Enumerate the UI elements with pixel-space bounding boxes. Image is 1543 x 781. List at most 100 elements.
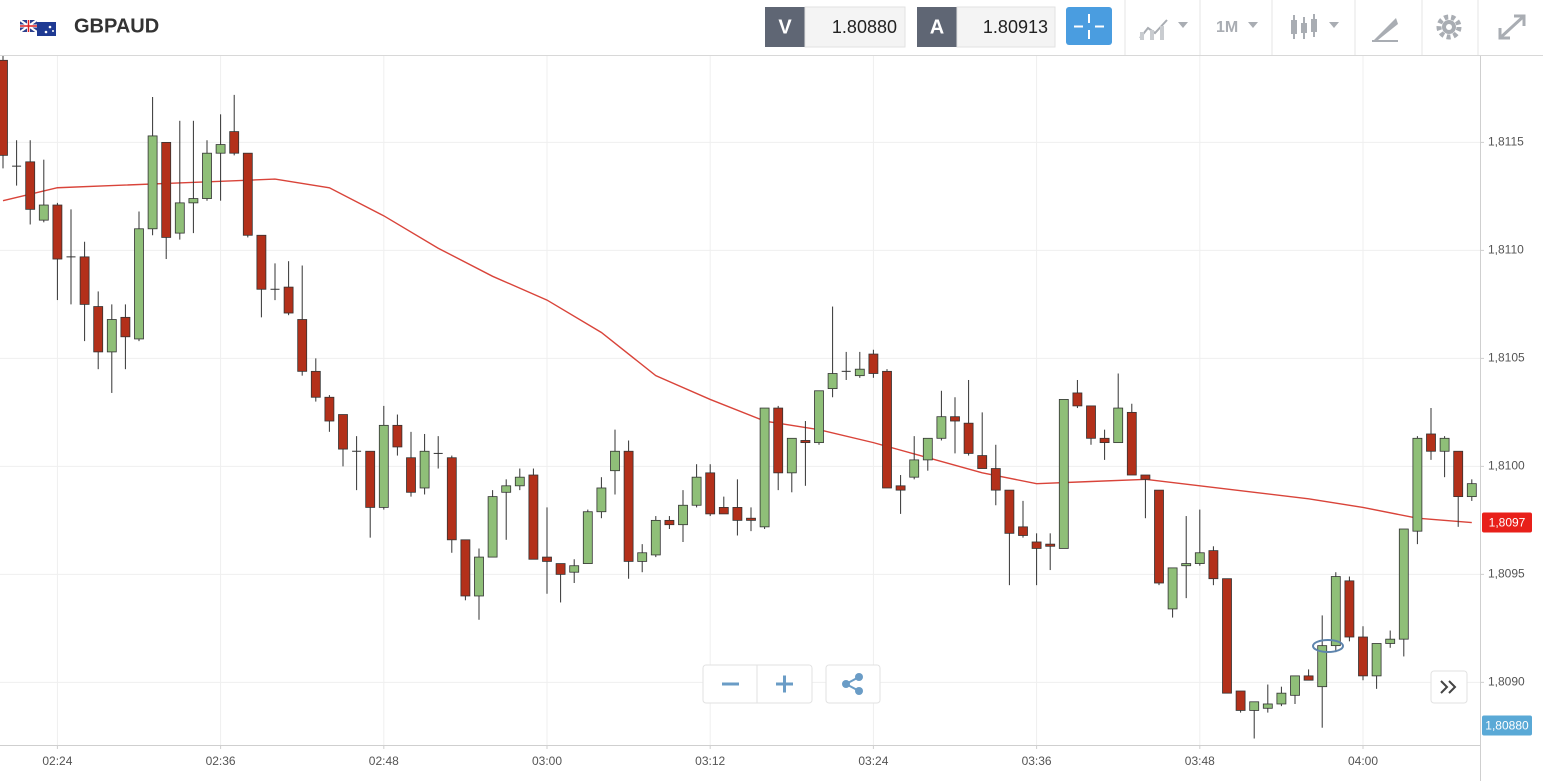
share-button[interactable] xyxy=(825,664,881,704)
candle-body xyxy=(1398,528,1409,640)
ask-label: A xyxy=(930,16,944,38)
candle-body xyxy=(922,437,933,461)
candle-body xyxy=(1072,392,1083,407)
candle-body xyxy=(1330,576,1341,647)
candle-body xyxy=(79,256,90,305)
x-tick-label: 02:48 xyxy=(369,754,399,768)
candle-body xyxy=(460,539,471,597)
candle-body xyxy=(1222,578,1232,694)
candle-body xyxy=(718,507,729,515)
y-tick-label: 1,8105 xyxy=(1488,351,1525,365)
zoom-in-button[interactable] xyxy=(776,675,793,693)
candle-body xyxy=(106,319,117,353)
timeframe-button[interactable]: 1M xyxy=(1216,19,1258,36)
candle-body xyxy=(1099,437,1110,444)
candle-body xyxy=(528,474,539,560)
candle-body xyxy=(1453,450,1464,498)
candle-body xyxy=(1344,580,1355,638)
candle-body xyxy=(1086,405,1096,439)
bid-button[interactable] xyxy=(765,7,805,47)
candle-body xyxy=(1167,567,1178,610)
candle-body xyxy=(1113,407,1124,444)
candle-body xyxy=(392,424,403,448)
candle-body xyxy=(202,152,212,199)
candle-body xyxy=(352,450,362,452)
candle-body xyxy=(93,306,104,353)
candle-style-button[interactable] xyxy=(1291,14,1339,39)
toolbar-separators xyxy=(1124,0,1479,55)
candle-body xyxy=(446,457,457,541)
candle-body xyxy=(501,485,512,493)
candle-body xyxy=(25,161,36,210)
candle-body xyxy=(147,135,158,230)
candle-body xyxy=(678,504,688,526)
candle-body xyxy=(514,476,525,487)
timeframe: 1M xyxy=(1216,19,1238,36)
candle-body xyxy=(1317,645,1328,688)
candle-body xyxy=(365,450,376,508)
candle-body xyxy=(950,416,960,422)
x-tick-label: 03:24 xyxy=(858,754,888,768)
candle-body xyxy=(66,256,76,258)
candle-body xyxy=(1208,550,1219,580)
candle-body xyxy=(297,319,308,372)
x-tick-label: 02:24 xyxy=(42,754,72,768)
candle-body xyxy=(800,440,811,444)
candle-body xyxy=(120,316,131,338)
x-tick-label: 02:36 xyxy=(206,754,236,768)
candle-body xyxy=(637,552,648,562)
candle-body xyxy=(310,370,321,398)
candle-body xyxy=(419,450,430,489)
price-tag xyxy=(1482,715,1532,736)
candle-body xyxy=(174,202,185,234)
settings-button[interactable] xyxy=(1436,14,1462,40)
candle-body xyxy=(814,390,824,444)
bid-box xyxy=(804,6,906,48)
chart-type-button[interactable] xyxy=(1139,19,1188,40)
candle-body xyxy=(1466,483,1477,498)
candle-body xyxy=(1140,474,1151,480)
candle-body xyxy=(623,450,634,562)
candle-body xyxy=(542,556,552,562)
x-tick-label: 03:00 xyxy=(532,754,562,768)
candle-body xyxy=(242,152,253,236)
scroll-to-end-button[interactable] xyxy=(1430,670,1468,704)
ask-box xyxy=(956,6,1056,48)
candle-body xyxy=(406,457,416,493)
candle-body xyxy=(378,424,389,508)
price-tag xyxy=(1482,512,1532,533)
zoom-controls xyxy=(702,664,813,704)
y-tick-label: 1,8095 xyxy=(1488,567,1525,581)
candle-body xyxy=(854,368,865,377)
price-tag-label: 1,8097 xyxy=(1489,516,1526,530)
candle-body xyxy=(1154,489,1164,584)
candle-body xyxy=(841,370,851,372)
candle-body xyxy=(1249,701,1260,711)
candle-body xyxy=(52,204,63,260)
candle-body xyxy=(487,496,498,558)
ask-price: 1.80913 xyxy=(983,17,1048,37)
candle-body xyxy=(936,416,947,439)
x-tick-label: 03:36 xyxy=(1022,754,1052,768)
candle-body xyxy=(868,353,879,374)
axes: 1,8090 1,8095 1,8100 1,8105 1,8110 1,8115 02:2… xyxy=(42,135,1532,768)
candle-body xyxy=(555,563,566,575)
candle-body xyxy=(1276,692,1287,705)
candle-body xyxy=(827,373,838,390)
candle-body xyxy=(1426,433,1436,452)
x-tick-label: 03:48 xyxy=(1185,754,1215,768)
candle-body xyxy=(283,286,294,314)
candle-body xyxy=(596,487,607,513)
candle-body xyxy=(759,407,770,528)
candle-body xyxy=(1194,552,1205,564)
candle-body xyxy=(610,450,620,472)
ask-button[interactable] xyxy=(917,7,957,47)
x-tick-label: 03:12 xyxy=(695,754,725,768)
candle-body xyxy=(1358,636,1368,677)
crosshair-button[interactable] xyxy=(1066,7,1112,45)
candle-body xyxy=(1303,675,1314,681)
candle-body xyxy=(664,519,675,526)
fullscreen-button[interactable] xyxy=(1498,14,1526,40)
drawing-tools-button[interactable] xyxy=(1372,18,1398,42)
x-tick-label: 04:00 xyxy=(1348,754,1378,768)
